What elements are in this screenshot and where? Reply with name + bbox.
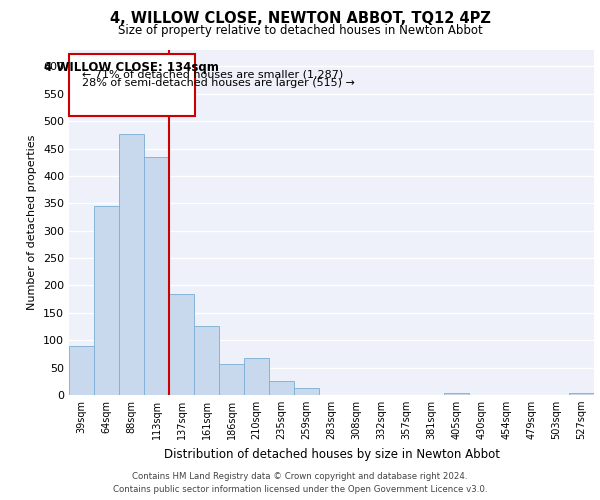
X-axis label: Distribution of detached houses by size in Newton Abbot: Distribution of detached houses by size … [163,448,499,460]
Bar [294,388,319,395]
Bar [444,394,469,395]
Bar [194,326,219,395]
Text: 4, WILLOW CLOSE, NEWTON ABBOT, TQ12 4PZ: 4, WILLOW CLOSE, NEWTON ABBOT, TQ12 4PZ [110,11,490,26]
Bar [144,157,169,395]
Bar [69,346,94,395]
Bar [119,134,144,395]
Bar [244,358,269,395]
Text: 4 WILLOW CLOSE: 134sqm: 4 WILLOW CLOSE: 134sqm [44,61,219,74]
Bar [169,294,194,395]
Y-axis label: Number of detached properties: Number of detached properties [28,135,37,310]
Text: Size of property relative to detached houses in Newton Abbot: Size of property relative to detached ho… [118,24,482,37]
Text: ← 71% of detached houses are smaller (1,287): ← 71% of detached houses are smaller (1,… [82,70,343,80]
Bar [219,364,244,395]
Bar [569,394,594,395]
Bar [269,382,294,395]
FancyBboxPatch shape [69,54,195,116]
Bar [94,206,119,395]
Text: 28% of semi-detached houses are larger (515) →: 28% of semi-detached houses are larger (… [82,78,355,88]
Text: Contains HM Land Registry data © Crown copyright and database right 2024.
Contai: Contains HM Land Registry data © Crown c… [113,472,487,494]
